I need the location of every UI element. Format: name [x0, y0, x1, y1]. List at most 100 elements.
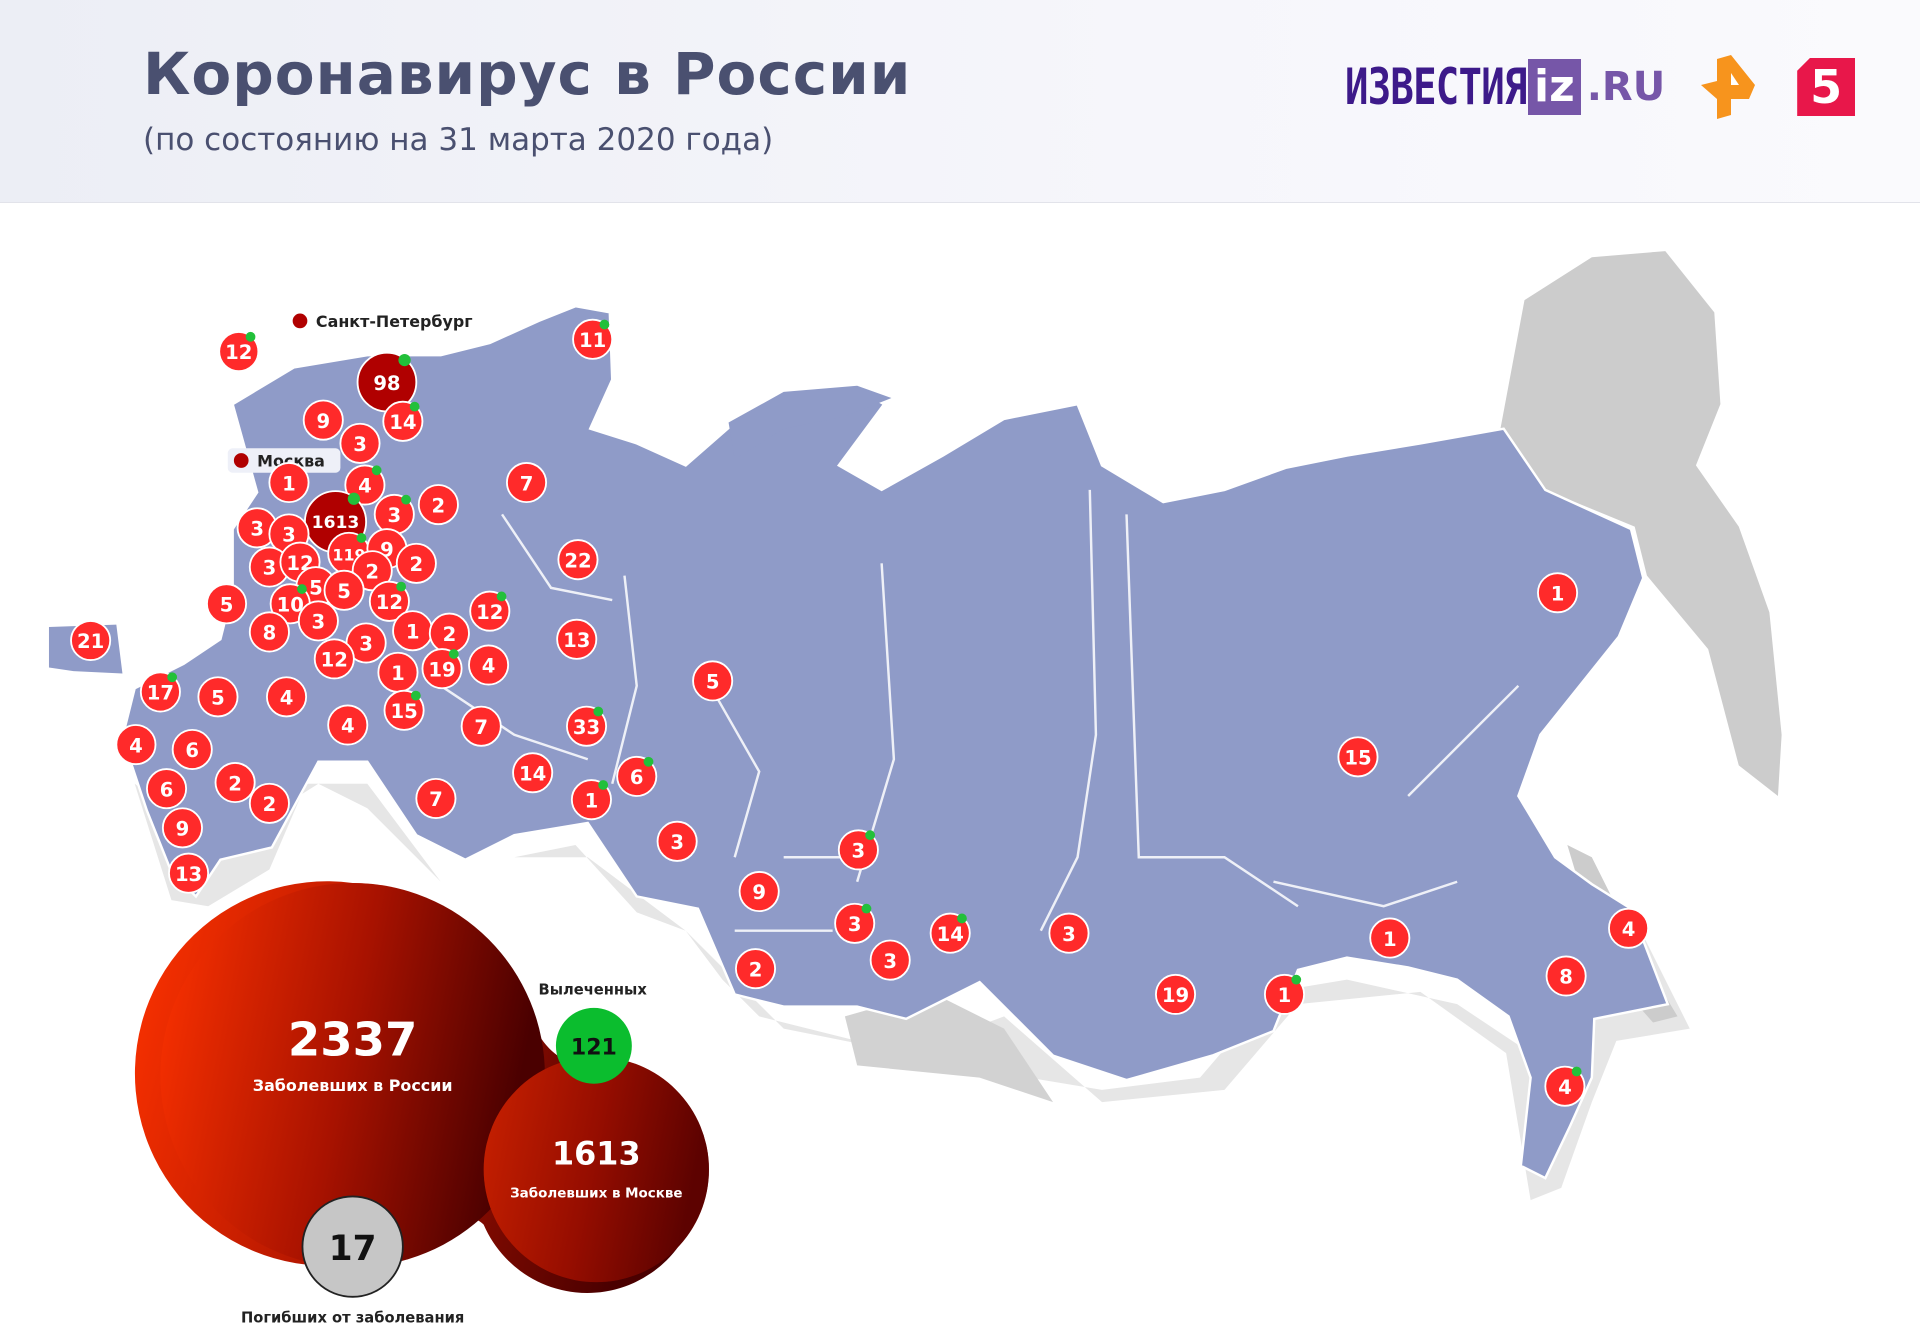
marker-circle	[1263, 973, 1306, 1015]
marker-circle	[248, 611, 290, 653]
marker-value: 3	[883, 950, 897, 973]
marker-circle	[323, 569, 365, 611]
recovered-dot	[448, 649, 459, 659]
region-marker: 5	[206, 583, 248, 625]
marker-value: 7	[520, 472, 534, 495]
moscow-cases-label: Заболевших в Москве	[510, 1186, 682, 1202]
marker-circle	[395, 542, 437, 584]
region-marker: 3	[339, 422, 381, 464]
region-marker: 12	[469, 590, 511, 632]
marker-circle	[572, 318, 614, 360]
marker-circle	[512, 752, 554, 794]
marker-value: 8	[1559, 966, 1573, 989]
region-marker: 4	[115, 724, 157, 766]
marker-circle	[1048, 912, 1090, 954]
marker-circle	[570, 779, 612, 821]
region-marker: 3	[1048, 912, 1090, 954]
recovered-value: 121	[571, 1035, 617, 1060]
marker-circle	[161, 807, 203, 849]
region-marker: 8	[248, 611, 290, 653]
recovered-dot	[643, 756, 654, 767]
region-marker: 4	[1608, 907, 1650, 949]
header: Коронавирус в России (по состоянию на 31…	[0, 0, 1920, 203]
marker-value: 4	[358, 475, 372, 498]
recovered-dot	[598, 780, 609, 790]
region-marker: 1	[377, 651, 419, 693]
recovered-label: Вылеченных	[539, 981, 648, 998]
marker-value: 12	[321, 649, 348, 672]
marker-circle	[248, 782, 290, 824]
marker-value: 4	[129, 734, 143, 757]
marker-value: 2	[410, 553, 424, 576]
marker-value: 12	[225, 341, 252, 364]
marker-value: 2	[749, 958, 763, 981]
marker-value: 1	[282, 472, 296, 495]
marker-circle	[834, 902, 876, 944]
marker-value: 3	[852, 840, 866, 863]
region-marker: 5	[197, 676, 239, 718]
marker-value: 10	[277, 593, 304, 616]
marker-circle	[1537, 572, 1579, 614]
region-marker: 4	[266, 676, 308, 718]
region-marker: 4	[327, 704, 369, 746]
novaya-zemlya	[728, 385, 892, 460]
marker-value: 3	[387, 504, 401, 527]
recovered-dot	[599, 319, 610, 330]
marker-circle	[556, 618, 598, 660]
region-marker: 19	[421, 648, 463, 690]
marker-circle	[70, 619, 112, 662]
marker-circle	[460, 705, 502, 747]
marker-value: 4	[280, 687, 294, 710]
marker-value: 3	[263, 557, 277, 580]
moscow-cases-bubble-shade	[483, 1056, 709, 1283]
marker-circle	[313, 638, 355, 680]
spb-legend-dot	[292, 313, 308, 329]
region-marker: 33	[566, 705, 608, 747]
page-title: Коронавирус в России	[143, 40, 912, 108]
region-marker: 13	[556, 618, 598, 660]
recovered-dot	[396, 581, 407, 592]
region-marker: 1	[1537, 572, 1579, 614]
channel-5-logo: 5	[1797, 58, 1856, 116]
marker-value: 1	[391, 662, 405, 685]
kazakhstan-border-gray	[844, 991, 1054, 1103]
marker-circle	[171, 728, 213, 770]
marker-value: 13	[563, 629, 590, 652]
deaths-label: Погибших от заболевания	[241, 1310, 464, 1327]
region-marker: 6	[146, 768, 188, 810]
region-marker: 12	[368, 580, 410, 622]
marker-value: 22	[564, 549, 591, 572]
marker-circle	[383, 689, 425, 731]
russia-regions	[48, 304, 1670, 1180]
russia-cases-label: Заболевших в России	[253, 1076, 453, 1095]
marker-value: 4	[482, 655, 496, 678]
marker-value: 7	[429, 788, 443, 811]
marker-circle	[218, 331, 260, 373]
marker-value: 2	[228, 772, 242, 795]
region-marker: 2	[214, 762, 256, 804]
marker-value: 3	[1062, 923, 1076, 946]
region-marker: 7	[506, 462, 548, 504]
marker-value: 1	[1383, 928, 1397, 951]
region-marker: 6	[171, 728, 213, 770]
recovered-dot	[957, 913, 967, 924]
marker-circle	[327, 704, 369, 746]
marker-value: 21	[77, 630, 104, 653]
deaths-value: 17	[329, 1229, 377, 1269]
recovered-dot	[409, 401, 420, 412]
marker-value: 5	[337, 580, 351, 603]
region-marker: 2	[417, 484, 459, 526]
marker-value: 3	[312, 611, 326, 634]
region-marker: 2	[248, 782, 290, 824]
marker-circle	[692, 660, 734, 702]
recovered-dot	[1291, 974, 1302, 985]
moscow-cases-value: 1613	[552, 1135, 641, 1173]
marker-circle	[368, 580, 410, 622]
region-marker: 1	[1263, 973, 1306, 1015]
marker-value: 33	[573, 716, 600, 739]
spb-legend-label: Санкт-Петербург	[316, 312, 473, 331]
region-marker: 3	[297, 600, 339, 642]
marker-value: 6	[160, 778, 174, 801]
